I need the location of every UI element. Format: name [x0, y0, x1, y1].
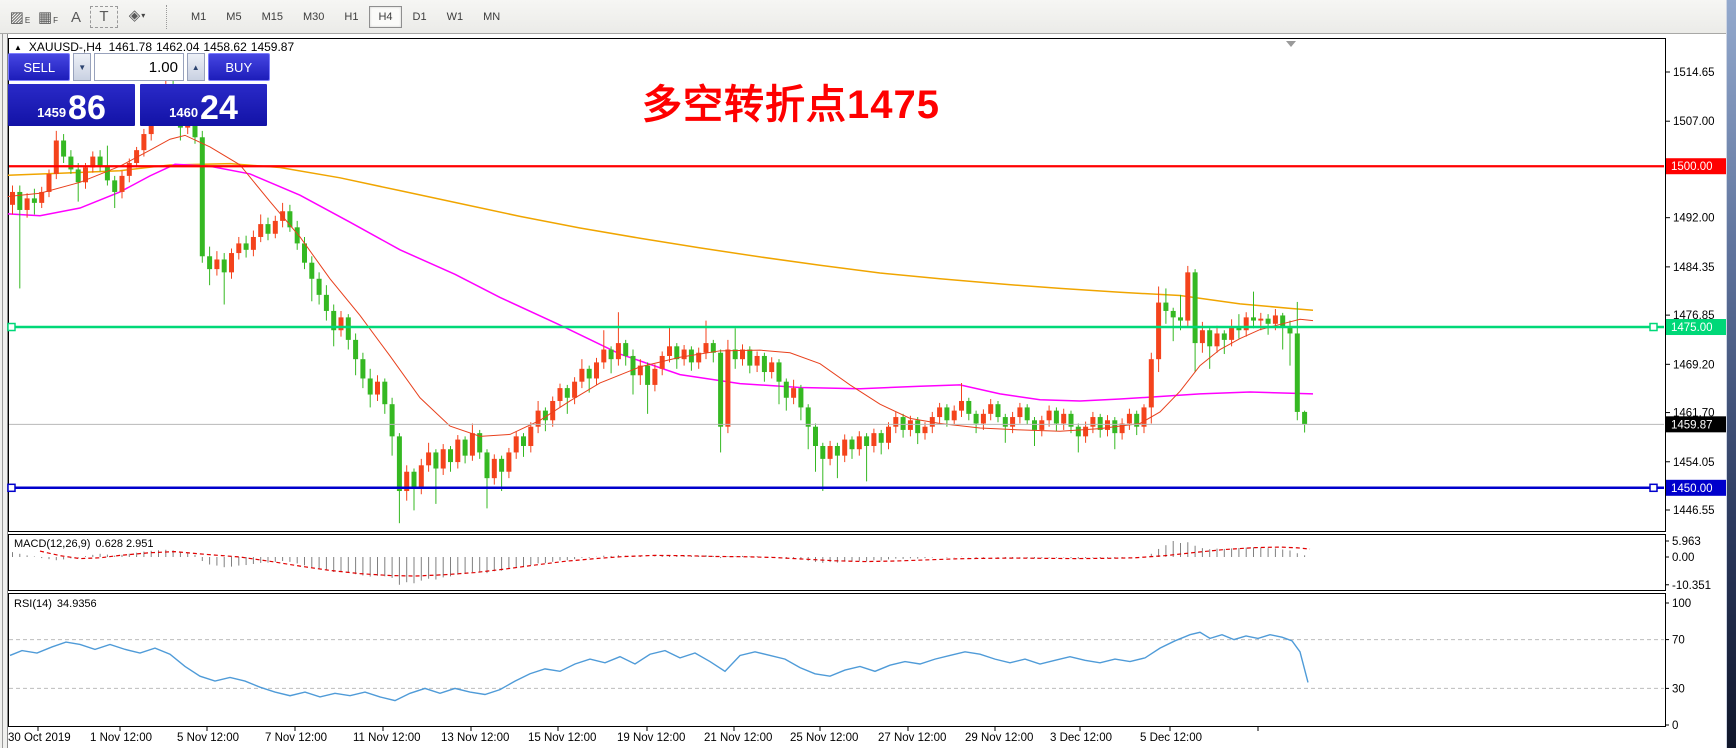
tf-m15[interactable]: M15 [253, 6, 292, 28]
svg-text:-10.351: -10.351 [1672, 580, 1711, 592]
arrows-tool-icon[interactable]: ◈ ▾ [118, 4, 156, 30]
buy-button[interactable]: BUY [207, 53, 270, 81]
buy-price-small: 1460 [169, 105, 199, 120]
desktop-edge-strip [1726, 0, 1736, 748]
svg-text:21 Nov 12:00: 21 Nov 12:00 [704, 732, 772, 744]
window-left-frame [0, 34, 8, 748]
svg-text:1454.05: 1454.05 [1673, 457, 1715, 469]
text-label-icon[interactable]: A [62, 4, 90, 30]
svg-text:1459.87: 1459.87 [1671, 419, 1713, 431]
svg-text:30: 30 [1672, 683, 1685, 695]
svg-text:5.963: 5.963 [1672, 536, 1701, 548]
volume-input[interactable] [94, 53, 184, 81]
tf-m30[interactable]: M30 [294, 6, 333, 28]
sell-price-tile[interactable]: 1459 86 [8, 84, 135, 126]
grid-style-icon[interactable]: ▦ F [34, 4, 62, 30]
chart-ohlc-header: ▲ XAUUSD-,H4 1461.78 1462.04 1458.62 145… [14, 40, 294, 54]
text-box-icon[interactable]: T [90, 5, 118, 28]
svg-text:1469.20: 1469.20 [1673, 359, 1715, 371]
one-click-trade-panel: SELL ▼ ▲ BUY 1459 86 1460 24 [8, 53, 270, 126]
svg-text:19 Nov 12:00: 19 Nov 12:00 [617, 732, 685, 744]
ohlc-open: 1461.78 [108, 40, 152, 54]
volume-increase-button[interactable]: ▲ [187, 53, 205, 81]
toolbar-separator [166, 4, 173, 29]
svg-text:1 Nov 12:00: 1 Nov 12:00 [90, 732, 152, 744]
ohlc-high: 1462.04 [156, 40, 200, 54]
chart-shift-marker[interactable] [1286, 41, 1296, 47]
tf-w1[interactable]: W1 [438, 6, 473, 28]
svg-text:70: 70 [1672, 635, 1685, 647]
tf-m1[interactable]: M1 [182, 6, 215, 28]
ohlc-close: 1459.87 [250, 40, 295, 54]
sell-button[interactable]: SELL [8, 53, 71, 81]
svg-text:1446.55: 1446.55 [1673, 505, 1715, 517]
macd-values: 0.628 2.951 [95, 538, 154, 550]
ohlc-low: 1458.62 [203, 40, 247, 54]
svg-text:30 Oct 2019: 30 Oct 2019 [8, 732, 71, 744]
tf-m5[interactable]: M5 [217, 6, 250, 28]
svg-text:13 Nov 12:00: 13 Nov 12:00 [441, 732, 509, 744]
rsi-line [9, 631, 1309, 702]
svg-text:1450.00: 1450.00 [1671, 483, 1713, 495]
toolbar: ▨ E ▦ F A T ◈ ▾ M1 M5 M15 M30 H1 H4 D1 W1 M… [0, 0, 1736, 34]
rsi-label: RSI(14) 34.9356 [14, 598, 97, 610]
svg-text:7 Nov 12:00: 7 Nov 12:00 [265, 732, 327, 744]
svg-text:1492.00: 1492.00 [1673, 213, 1715, 225]
svg-text:27 Nov 12:00: 27 Nov 12:00 [878, 732, 946, 744]
svg-text:0.00: 0.00 [1672, 552, 1694, 564]
buy-price-big: 24 [200, 88, 238, 127]
svg-text:11 Nov 12:00: 11 Nov 12:00 [353, 732, 421, 744]
symbol-label: XAUUSD-,H4 [28, 40, 102, 54]
hatch-glyph: ▨ [9, 8, 24, 26]
macd-signal-line [39, 546, 1311, 577]
svg-text:1514.65: 1514.65 [1673, 67, 1715, 79]
svg-text:100: 100 [1672, 598, 1691, 610]
svg-text:3 Dec 12:00: 3 Dec 12:00 [1050, 732, 1112, 744]
ma-slow [7, 162, 1314, 312]
grid-glyph: ▦ [37, 8, 53, 26]
svg-text:25 Nov 12:00: 25 Nov 12:00 [790, 732, 858, 744]
svg-text:1484.35: 1484.35 [1673, 262, 1715, 274]
buy-price-tile[interactable]: 1460 24 [140, 84, 267, 126]
svg-text:0: 0 [1672, 720, 1678, 732]
svg-text:5 Nov 12:00: 5 Nov 12:00 [177, 732, 239, 744]
svg-text:1500.00: 1500.00 [1671, 161, 1713, 173]
svg-text:29 Nov 12:00: 29 Nov 12:00 [965, 732, 1033, 744]
ma-fast [7, 134, 1314, 437]
svg-text:15 Nov 12:00: 15 Nov 12:00 [528, 732, 596, 744]
svg-text:1507.00: 1507.00 [1673, 116, 1715, 128]
chart-annotation: 多空转折点1475 [642, 83, 940, 127]
svg-text:5 Dec 12:00: 5 Dec 12:00 [1140, 732, 1202, 744]
sell-price-small: 1459 [37, 105, 67, 120]
tf-h1[interactable]: H1 [335, 6, 367, 28]
tf-mn[interactable]: MN [474, 6, 509, 28]
volume-decrease-button[interactable]: ▼ [73, 53, 91, 81]
indicator-style-icon[interactable]: ▨ E [6, 4, 34, 30]
tf-h4[interactable]: H4 [369, 5, 402, 28]
rsi-value: 34.9356 [56, 598, 97, 610]
collapse-panel-icon[interactable]: ▲ [14, 42, 22, 52]
tf-d1[interactable]: D1 [404, 6, 436, 28]
macd-label: MACD(12,26,9) 0.628 2.951 [14, 538, 154, 550]
svg-text:1475.00: 1475.00 [1671, 322, 1713, 334]
sell-price-big: 86 [68, 88, 106, 127]
